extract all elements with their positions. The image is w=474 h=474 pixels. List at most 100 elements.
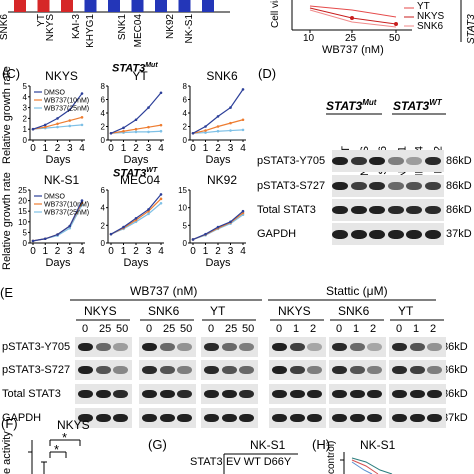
panel-f-label: (F) [1,416,18,431]
blot-band [289,343,305,351]
panel-e-kd-label: 86kD [442,388,468,400]
panel-e-dose-label: 1 [293,323,300,335]
series-point [147,130,150,134]
subplot-y-tick-label: 8 [183,82,188,91]
panel-g-columns: EV WT D66Y [226,456,292,468]
series-point [80,199,84,202]
panel-h-label: (H) [312,437,331,452]
series-point [68,124,72,128]
blot-band [307,414,322,422]
blot-band [387,206,404,214]
series-point [134,118,138,122]
panel-d-row-label: GAPDH [257,228,297,240]
panel-c-wt-title: STAT3WT [113,167,158,180]
blot-band [204,414,219,422]
blot-band [427,366,442,374]
blot-band [427,414,442,422]
legend-label: WB737(10nM) [44,98,89,105]
panel-e-row-label: GAPDH [2,412,42,424]
blot-band [78,390,93,398]
blot-band [409,343,425,351]
blot-band [221,390,237,398]
blot-band [350,182,367,190]
blot-band [369,157,385,165]
panel-g-title: NK-S1 [250,438,286,452]
panel-e-cell-label: SNK6 [148,304,180,318]
subplot-x-tick-label: 2 [55,246,61,257]
blot-band [424,157,441,165]
series-point [134,130,138,134]
panel-b-legend-item: NKYS [417,11,445,22]
subplot-x-tick-label: 4 [79,246,85,257]
series-point [241,88,245,91]
subplot-y-tick-label: 6 [101,186,106,195]
subplot-y-tick-label: 3 [23,104,28,113]
series-point [159,193,163,196]
blot-band [307,366,322,374]
panel-e-dose-label: 1 [413,323,420,335]
subplot-y-tick-label: 2 [183,123,188,132]
blot-band [159,343,175,351]
blot-band [95,390,111,398]
blot-band [367,366,382,374]
subplot-title: SNK6 [206,69,238,83]
series-point [134,127,138,131]
series-point [216,125,220,128]
subplot-xlabel: Days [123,154,149,166]
subplot-y-tick-label: 4 [101,109,106,118]
series-point [56,125,59,129]
blot-band [406,182,422,190]
blot-band [367,343,382,351]
panel-f-title: NKYS [57,418,90,432]
subplot-x-tick-label: 0 [108,246,114,257]
blot-band [392,414,407,422]
panel-h-title: NK-S1 [360,438,396,452]
blot-band [289,366,305,374]
blot-band [307,390,322,398]
blot-band [409,390,425,398]
blot-band [350,206,367,214]
panel-e-dose-label: 0 [82,323,89,335]
blot-band [406,206,422,214]
series-point [216,225,220,229]
panel-b-xtick: 50 [389,33,401,44]
panel-e-row-label: pSTAT3-S727 [2,364,71,376]
panel-g-label: (G) [148,437,167,452]
panel-e-dose-label: 2 [370,323,377,335]
series-point [43,123,47,127]
series-point [159,197,163,201]
blot-band [367,390,382,398]
blot-band [95,414,111,422]
panel-e-dose-label: 25 [163,323,176,335]
subplot-x-tick-label: 3 [146,246,152,257]
panel-d-kd-label: 86kD [446,155,472,167]
blot-band [409,414,425,422]
series-point [191,238,195,241]
blot-band [142,390,157,398]
series-point [241,209,245,213]
blot-band [159,366,175,374]
subplot-x-tick-label: 2 [133,143,139,154]
subplot-y-tick-label: 10 [18,218,27,227]
blot-band [332,230,348,239]
series-point [43,237,47,241]
series-point [31,239,35,243]
subplot-x-tick-label: 1 [121,246,127,257]
series-point [56,117,59,120]
subplot-y-tick-label: 4 [23,93,28,102]
blot-band [204,343,219,351]
panel-d-kd-label: 86kD [446,204,472,216]
subplot-xlabel: Days [123,257,149,269]
blot-band [78,414,93,422]
series-point [159,91,163,95]
panel-e-cell-label: SNK6 [338,304,370,318]
blot-band [424,182,441,190]
blot-band [332,182,348,190]
blot-band [367,414,382,422]
subplot-x-tick-label: 3 [228,143,234,154]
subplot-y-tick-label: 6 [183,96,188,105]
